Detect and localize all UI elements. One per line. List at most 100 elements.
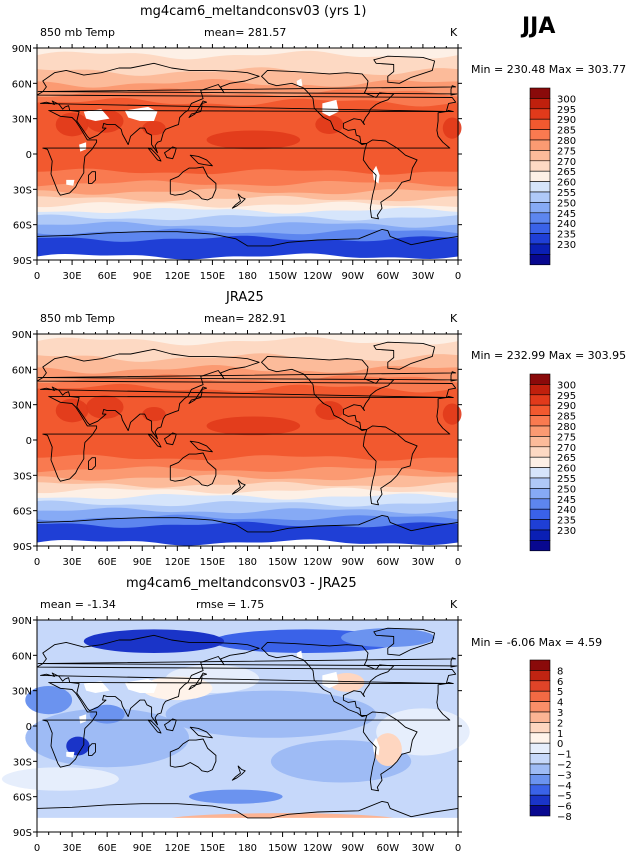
coastline-africa	[42, 681, 451, 768]
colorbar-swatch	[529, 254, 551, 266]
coastline-antarctica	[36, 800, 459, 833]
coastline-africa	[42, 395, 451, 482]
colorbar-label: 295	[557, 391, 576, 402]
coastline-antarctica	[36, 228, 459, 261]
colorbar-label: 245	[557, 209, 576, 220]
colorbar-swatch	[529, 467, 551, 479]
colorbar-label: 265	[557, 453, 576, 464]
panel-2-minmax: Min = 232.99 Max = 303.95	[471, 349, 627, 362]
colorbar-swatch	[529, 763, 551, 775]
lon-tick-label: 180	[238, 843, 257, 854]
coastline-borneo	[164, 718, 177, 732]
lon-tick-label: 90E	[133, 271, 152, 282]
colorbar-label: 270	[557, 157, 576, 168]
colorbar-swatch	[529, 181, 551, 193]
coastline-samerica	[362, 711, 418, 792]
coastline-greenland	[373, 627, 436, 656]
lon-tick-label: 150W	[268, 557, 297, 568]
colorbar-label: 4	[557, 698, 563, 709]
coastline-sumatra	[147, 719, 162, 734]
colorbar-swatch	[529, 150, 551, 162]
coastline-nz	[231, 765, 246, 781]
coastline-namerica	[261, 641, 395, 718]
panel-3-minmax: Min = -6.06 Max = 4.59	[471, 636, 603, 649]
coastline-britain	[37, 371, 458, 382]
colorbar-swatch	[529, 753, 551, 765]
colorbar-swatch	[529, 404, 551, 416]
colorbar-label: 2	[557, 718, 563, 729]
colorbar-swatch	[529, 222, 551, 234]
colorbar-swatch	[529, 742, 551, 754]
coastline-antarctica	[36, 514, 459, 547]
colorbar-label: −3	[557, 770, 572, 781]
coastline-japan	[188, 672, 208, 690]
lat-tick-label: 0	[26, 722, 32, 733]
colorbar-label: 260	[557, 464, 576, 475]
lat-tick-label: 90N	[12, 44, 32, 55]
lon-tick-label: 90W	[341, 271, 364, 282]
lat-tick-label: 90N	[12, 616, 32, 627]
panel-1-variable-label: 850 mb Temp	[40, 26, 116, 39]
lat-tick-label: 90N	[12, 330, 32, 341]
colorbar-swatch	[529, 160, 551, 172]
colorbar-swatch	[529, 488, 551, 500]
colorbar-swatch	[529, 701, 551, 713]
coastline-japan	[188, 386, 208, 404]
coastline-greenland	[373, 55, 436, 84]
lat-tick-label: 60N	[12, 651, 32, 662]
panel-1-mean-label: mean= 281.57	[204, 26, 287, 39]
colorbar-swatch	[529, 477, 551, 489]
panel-2-title: JRA25	[226, 290, 264, 305]
colorbar-swatch	[529, 98, 551, 110]
lat-tick-label: 0	[26, 150, 32, 161]
lon-tick-label: 60W	[377, 271, 400, 282]
colorbar-label: −2	[557, 760, 572, 771]
colorbar-swatch	[529, 498, 551, 510]
colorbar-label: 275	[557, 432, 576, 443]
coastline-borneo	[164, 432, 177, 446]
lon-tick-label: 30W	[412, 271, 435, 282]
lon-tick-label: 120W	[303, 557, 332, 568]
coastline-australia	[169, 738, 217, 773]
colorbar-label: 285	[557, 412, 576, 423]
coastline-australia	[169, 166, 217, 201]
colorbar-swatch	[529, 233, 551, 245]
colorbar-swatch	[529, 139, 551, 151]
lat-tick-label: 60S	[13, 793, 32, 804]
colorbar-swatch	[529, 659, 551, 671]
colorbar-swatch	[529, 446, 551, 458]
colorbar-swatch	[529, 519, 551, 531]
coastline-samerica	[362, 425, 418, 506]
season-label: JJA	[522, 14, 556, 39]
lon-tick-label: 120W	[303, 843, 332, 854]
colorbar-label: 285	[557, 126, 576, 137]
colorbar-label: 1	[557, 729, 563, 740]
coastline-nz	[231, 193, 246, 209]
colorbar-label: −6	[557, 802, 572, 813]
colorbar-label: 255	[557, 474, 576, 485]
lon-tick-label: 180	[238, 271, 257, 282]
colorbar-swatch	[529, 794, 551, 806]
colorbar-label: 250	[557, 198, 576, 209]
colorbar-swatch	[529, 690, 551, 702]
lon-tick-label: 0	[34, 843, 40, 854]
panel-1-minmax: Min = 230.48 Max = 303.77	[471, 63, 627, 76]
lon-tick-label: 0	[455, 557, 461, 568]
lon-tick-label: 120W	[303, 271, 332, 282]
lat-tick-label: 30S	[13, 185, 32, 196]
colorbar-label: 275	[557, 146, 576, 157]
colorbar-swatch	[529, 425, 551, 437]
coastline-britain	[37, 657, 458, 668]
colorbar-label: 245	[557, 495, 576, 506]
coastline-newguinea	[189, 726, 213, 739]
colorbar-swatch	[529, 774, 551, 786]
coastline-africa	[42, 109, 451, 196]
colorbar-swatch	[529, 508, 551, 520]
panel-1-colorbar: 3002952902852802752702652602552502452402…	[529, 87, 576, 266]
coastline-namerica	[261, 69, 395, 146]
colorbar-label: 280	[557, 422, 576, 433]
panel-2-units-label: K	[450, 312, 458, 325]
